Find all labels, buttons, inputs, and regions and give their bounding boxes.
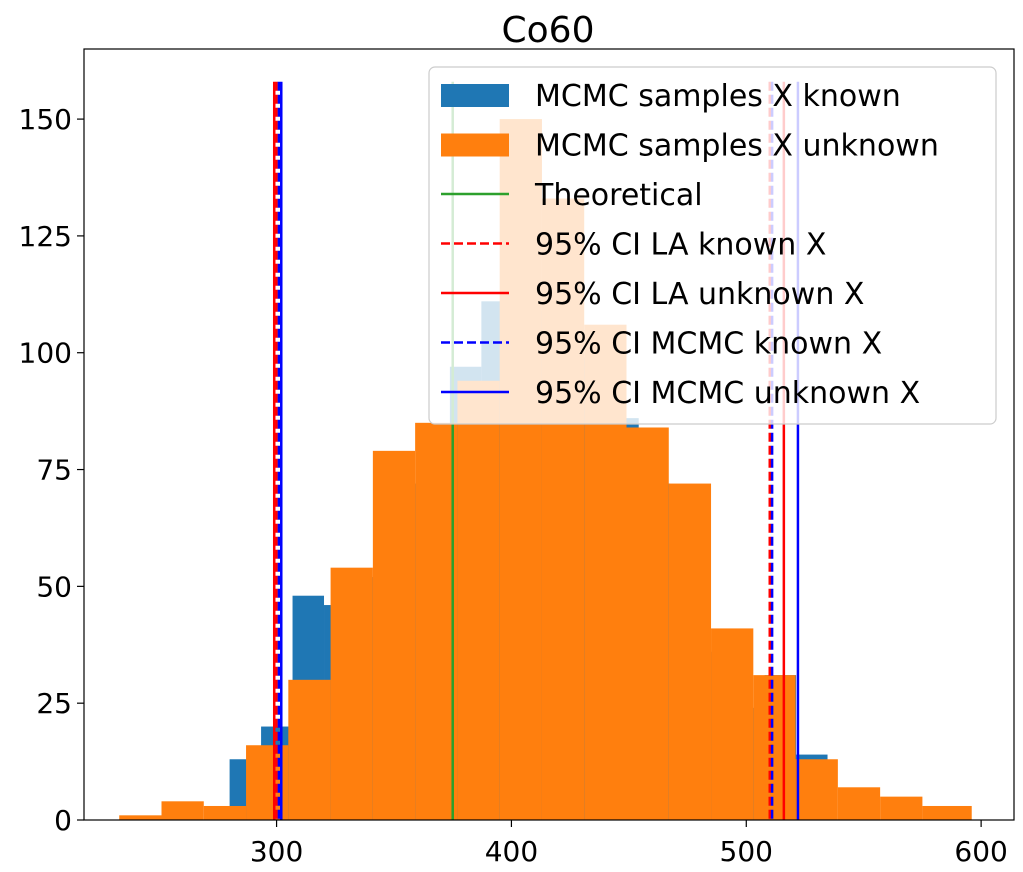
x-tick-label: 400 [485, 835, 538, 868]
histogram-bar [626, 427, 669, 820]
legend-item-mcmc-samples-x-unknown: MCMC samples X unknown [441, 129, 939, 164]
histogram-bar [922, 805, 972, 820]
legend-label: 95% CI LA unknown X [535, 277, 864, 312]
chart-title: Co60 [502, 10, 595, 51]
histogram-bar [880, 796, 923, 820]
histogram-bar [161, 801, 204, 820]
legend-item-theoretical: Theoretical [441, 178, 703, 213]
histogram-bar [668, 483, 712, 820]
y-tick-label: 125 [19, 220, 72, 253]
x-tick-label: 500 [720, 835, 773, 868]
legend-label: 95% CI MCMC known X [535, 327, 882, 362]
legend-label: 95% CI LA known X [535, 228, 826, 263]
histogram-bar [288, 679, 331, 820]
histogram-bar [119, 815, 162, 820]
legend: MCMC samples X known MCMC samples X unkno… [428, 66, 997, 425]
y-axis: 0 25 50 75 100 125 150 [19, 103, 84, 837]
y-tick-label: 50 [36, 570, 72, 603]
histogram-bar [203, 805, 247, 820]
histogram-bar [372, 450, 416, 820]
legend-item-95pct-ci-mcmc-unknown-x: 95% CI MCMC unknown X [441, 376, 920, 411]
histogram-bar [330, 567, 373, 820]
histogram-bar [837, 787, 881, 820]
histogram-bar [753, 675, 796, 820]
legend-item-mcmc-samples-x-known: MCMC samples X known [441, 79, 901, 114]
plot-area [119, 81, 972, 820]
histogram-bar [795, 759, 838, 820]
histogram-bar [457, 380, 500, 820]
plot-frame [83, 48, 1015, 821]
legend-box [428, 66, 997, 425]
series-mcmc-samples-x-unknown [119, 119, 972, 820]
y-tick-label: 150 [19, 103, 72, 136]
legend-swatch [441, 133, 509, 157]
x-tick-label: 300 [250, 835, 303, 868]
x-tick-label: 600 [954, 835, 1007, 868]
legend-label: MCMC samples X known [535, 79, 901, 114]
legend-item-95pct-ci-la-unknown-x: 95% CI LA unknown X [441, 277, 864, 312]
legend-swatch [441, 84, 509, 107]
legend-label: 95% CI MCMC unknown X [535, 376, 920, 411]
y-tick-label: 75 [36, 454, 72, 487]
histogram-bar [415, 422, 458, 820]
legend-label: Theoretical [534, 178, 703, 213]
y-tick-label: 0 [54, 804, 72, 837]
legend-item-95pct-ci-mcmc-known-x: 95% CI MCMC known X [441, 327, 882, 362]
x-axis: 300 400 500 600 [250, 820, 1008, 868]
y-tick-label: 25 [36, 687, 72, 720]
legend-item-95pct-ci-la-known-x: 95% CI LA known X [441, 228, 826, 263]
legend-label: MCMC samples X unknown [535, 129, 939, 164]
y-tick-label: 100 [19, 337, 72, 370]
histogram-bar [711, 628, 754, 820]
